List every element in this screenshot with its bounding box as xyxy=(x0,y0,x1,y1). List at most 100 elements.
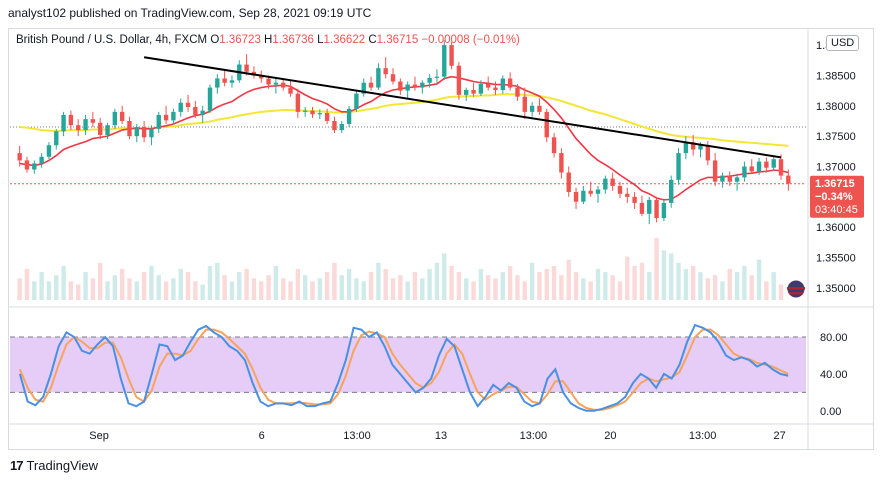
volume-bar xyxy=(390,278,396,300)
candle-body xyxy=(105,125,110,135)
volume-bar xyxy=(273,265,279,300)
volume-bar xyxy=(97,262,103,300)
time-tick-label: 6 xyxy=(259,430,265,442)
time-tick-label: 13:00 xyxy=(520,430,548,442)
volume-bar xyxy=(617,281,623,300)
volume-bar xyxy=(134,281,139,300)
candle-body xyxy=(610,178,615,186)
candle-body xyxy=(625,193,630,197)
candle-body xyxy=(83,119,88,131)
volume-bar xyxy=(141,272,147,300)
candle-body xyxy=(434,76,440,78)
published-text: analyst102 published on TradingView.com,… xyxy=(8,6,372,20)
volume-bar xyxy=(669,253,674,300)
tradingview-brand: TradingView xyxy=(26,458,99,473)
volume-bar xyxy=(727,269,732,300)
candle-body xyxy=(222,78,227,83)
volume-bar xyxy=(193,281,198,300)
candle-body xyxy=(661,202,667,219)
candle-body xyxy=(259,75,264,79)
time-tick-label: 20 xyxy=(604,430,616,442)
candle-body xyxy=(449,45,454,66)
candle-body xyxy=(185,102,191,108)
candle-body xyxy=(412,84,418,88)
volume-bar xyxy=(581,278,586,300)
volume-bar xyxy=(500,272,506,300)
volume-bar xyxy=(171,278,176,300)
price-tick-label: 1.35000 xyxy=(816,283,856,295)
candle-body xyxy=(551,137,557,154)
volume-bar xyxy=(427,269,432,300)
volume-bar xyxy=(705,278,711,300)
stoch-k-line xyxy=(18,323,789,412)
volume-bar xyxy=(259,281,264,300)
candle-body xyxy=(683,142,689,154)
candle-body xyxy=(383,68,388,75)
volume-bar xyxy=(420,278,425,300)
candle-body xyxy=(786,175,791,184)
volume-bar xyxy=(464,278,469,300)
candle-body xyxy=(771,159,776,168)
volume-bar xyxy=(244,269,249,300)
volume-bar xyxy=(559,275,564,300)
candle-body xyxy=(420,82,425,88)
candle-body xyxy=(515,87,520,97)
candle-body xyxy=(266,78,271,85)
trendline[interactable] xyxy=(143,56,782,159)
volume-bar xyxy=(771,272,776,300)
candle-body xyxy=(742,166,747,178)
candle-body xyxy=(127,120,132,137)
candle-body xyxy=(603,178,608,190)
stoch-tick-label: 0.00 xyxy=(820,406,841,418)
volume-bar xyxy=(317,278,323,300)
symbol-name[interactable]: British Pound / U.S. Dollar, 4h, FXCM xyxy=(16,34,208,46)
candle-body xyxy=(324,113,330,121)
candle-body xyxy=(647,199,652,214)
candle-body xyxy=(427,77,432,83)
candle-body xyxy=(507,78,513,88)
time-tick-label: Sep xyxy=(89,430,109,442)
candle-body xyxy=(573,191,579,202)
candle-body xyxy=(595,189,601,194)
volume-bar xyxy=(266,275,271,300)
volume-bar xyxy=(632,265,637,300)
volume-bar xyxy=(449,265,454,300)
candle-body xyxy=(442,45,447,77)
volume-bar xyxy=(529,262,535,300)
candle-body xyxy=(588,190,593,194)
currency-button[interactable]: USD xyxy=(826,35,860,51)
volume-bar xyxy=(105,281,110,300)
us-flag-stripe xyxy=(789,292,803,295)
price-tick-label: 1.35500 xyxy=(816,253,856,265)
volume-bar xyxy=(332,262,337,300)
candle-body xyxy=(295,93,301,112)
candle-body xyxy=(346,108,352,124)
volume-bar xyxy=(237,272,242,300)
candle-body xyxy=(464,90,469,95)
candle-body xyxy=(302,110,308,112)
volume-bar xyxy=(46,281,52,300)
volume-bar xyxy=(698,272,703,300)
volume-bar xyxy=(76,284,81,300)
candle-body xyxy=(193,107,198,115)
volume-bar xyxy=(127,278,132,300)
candle-body xyxy=(76,125,81,131)
volume-bar xyxy=(229,281,235,300)
candle-body xyxy=(112,111,118,126)
candle-body xyxy=(339,124,344,131)
volume-bar xyxy=(566,259,571,300)
candle-body xyxy=(134,127,139,137)
candle-body xyxy=(376,68,381,88)
volume-bar xyxy=(478,269,484,300)
volume-bar xyxy=(339,275,344,300)
volume-bar xyxy=(215,262,220,300)
candle-body xyxy=(764,161,769,168)
candle-body xyxy=(317,113,323,115)
volume-bar xyxy=(683,269,689,300)
volume-bar xyxy=(302,275,308,300)
volume-bar xyxy=(471,281,476,300)
volume-bar xyxy=(742,265,747,300)
volume-bar xyxy=(493,278,498,300)
volume-bar xyxy=(690,265,696,300)
